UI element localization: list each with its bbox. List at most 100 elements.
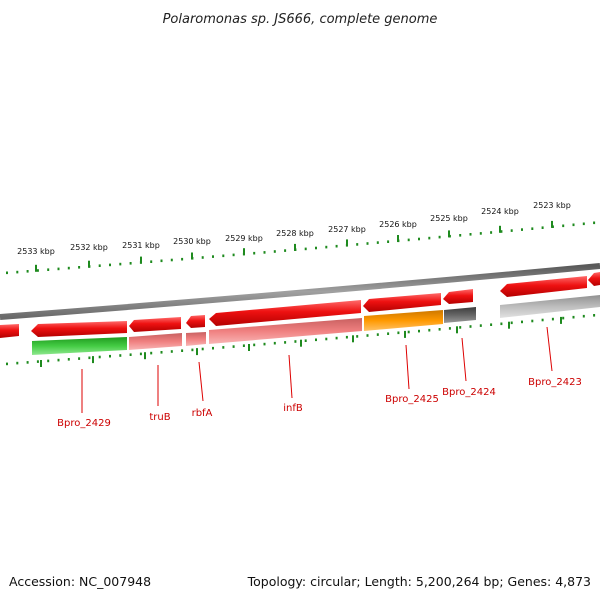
major-tick-mark <box>352 335 354 343</box>
major-tick-mark <box>560 316 562 324</box>
tick-mark <box>212 346 214 350</box>
tick-mark <box>582 222 585 226</box>
tick-mark <box>376 241 379 244</box>
tick-mark <box>479 232 482 235</box>
major-tick-mark <box>196 348 198 356</box>
gene-label-trub[interactable]: truB <box>149 412 170 423</box>
scale-label: 2528 kbp <box>276 229 314 238</box>
tick-mark <box>57 267 60 271</box>
cds-arrow-bpro-2423[interactable] <box>500 276 587 297</box>
tick-mark <box>78 266 81 269</box>
tick-mark <box>139 352 142 356</box>
tick-mark <box>129 262 132 265</box>
cds-arrow-rbfa[interactable] <box>186 315 205 328</box>
major-tick-mark <box>448 230 450 238</box>
tick-mark <box>36 269 39 272</box>
tick-mark <box>36 360 39 363</box>
tick-mark <box>57 358 60 362</box>
tick-mark <box>212 255 214 258</box>
tick-mark <box>325 337 328 341</box>
major-tick-mark <box>404 330 406 338</box>
tick-mark <box>469 325 472 328</box>
tick-mark <box>438 328 441 331</box>
feature-bar-bpro-2424[interactable] <box>444 307 476 323</box>
cds-arrow-infb[interactable] <box>209 300 361 326</box>
gene-label-bpro-2425[interactable]: Bpro_2425 <box>385 394 439 405</box>
tick-mark <box>242 344 245 347</box>
tick-mark <box>26 270 29 273</box>
tick-mark <box>263 342 266 346</box>
cds-arrow-bpro-2424[interactable] <box>443 289 473 304</box>
cds-arrow-right-edge[interactable] <box>588 272 600 286</box>
cds-arrow-left-edge[interactable] <box>0 324 19 338</box>
tick-mark <box>593 314 596 317</box>
gene-label-bpro-2429[interactable]: Bpro_2429 <box>57 418 111 429</box>
tick-mark <box>469 233 472 236</box>
tick-mark <box>47 268 50 271</box>
gene-labels: Bpro_2429 truB rbfA infB Bpro_2425 Bpro_… <box>57 377 582 429</box>
cds-track <box>0 272 600 338</box>
genome-summary-text: Topology: circular; Length: 5,200,264 bp… <box>247 574 591 589</box>
major-tick-mark <box>294 243 296 251</box>
tick-mark <box>78 357 81 360</box>
map-title: Polaromonas sp. JS666, complete genome <box>163 12 438 27</box>
major-tick-mark <box>551 220 553 228</box>
tick-mark <box>16 361 19 365</box>
feature-bar-bpro-2429[interactable] <box>32 337 127 355</box>
tick-mark <box>284 249 287 252</box>
major-tick-mark <box>248 344 250 351</box>
tick-mark <box>67 358 70 361</box>
cds-arrow-trub[interactable] <box>129 317 181 332</box>
scale-label: 2525 kbp <box>430 214 468 223</box>
tick-mark <box>201 256 204 259</box>
tick-mark <box>521 320 523 324</box>
scale-label: 2530 kbp <box>173 237 211 246</box>
tick-mark <box>500 230 503 233</box>
tick-mark <box>521 228 523 231</box>
cds-arrow-bpro-2429[interactable] <box>31 321 127 337</box>
scale-label: 2533 kbp <box>17 247 55 256</box>
accession-text: Accession: NC_007948 <box>9 574 151 589</box>
feature-bar-trub[interactable] <box>129 333 182 350</box>
tick-mark <box>541 318 544 322</box>
tick-mark <box>181 349 184 352</box>
tick-mark <box>273 250 276 253</box>
tick-mark <box>16 270 19 274</box>
feature-bar-bpro-2423[interactable] <box>500 295 600 318</box>
gene-label-bpro-2423[interactable]: Bpro_2423 <box>528 377 582 388</box>
scale-label: 2524 kbp <box>481 207 519 216</box>
gene-label-rbfa[interactable]: rbfA <box>192 408 213 419</box>
scale-labels: 2533 kbp 2532 kbp 2531 kbp 2530 kbp 2529 kbp… <box>17 201 571 256</box>
tick-mark <box>438 235 441 239</box>
tick-mark <box>109 354 111 358</box>
scale-label: 2532 kbp <box>70 243 108 252</box>
tick-mark <box>531 319 534 323</box>
tick-mark <box>551 317 554 321</box>
scale-label: 2531 kbp <box>122 241 160 250</box>
tick-mark <box>170 258 173 262</box>
feature-bar-bpro-2425[interactable] <box>364 310 443 331</box>
tick-mark <box>150 351 153 355</box>
tick-mark <box>531 227 534 230</box>
feature-bar-infb[interactable] <box>209 318 362 344</box>
inner-tick-ring <box>6 314 596 367</box>
tick-mark <box>26 361 29 364</box>
tick-mark <box>315 246 317 250</box>
cds-arrow-bpro-2425[interactable] <box>363 293 441 312</box>
feature-bar-rbfa[interactable] <box>186 332 206 346</box>
gene-label-bpro-2424[interactable]: Bpro_2424 <box>442 387 496 398</box>
tick-mark <box>98 264 101 267</box>
tick-mark <box>129 353 132 356</box>
gene-label-infb[interactable]: infB <box>283 403 303 414</box>
tick-mark <box>263 251 266 254</box>
tick-mark <box>366 334 369 337</box>
tick-mark <box>232 253 235 257</box>
tick-mark <box>572 223 575 227</box>
tick-mark <box>418 329 420 333</box>
tick-mark <box>222 346 225 349</box>
tick-mark <box>510 229 513 232</box>
scale-label: 2523 kbp <box>533 201 571 210</box>
outer-tick-ring <box>6 220 596 275</box>
tick-mark <box>304 339 307 342</box>
